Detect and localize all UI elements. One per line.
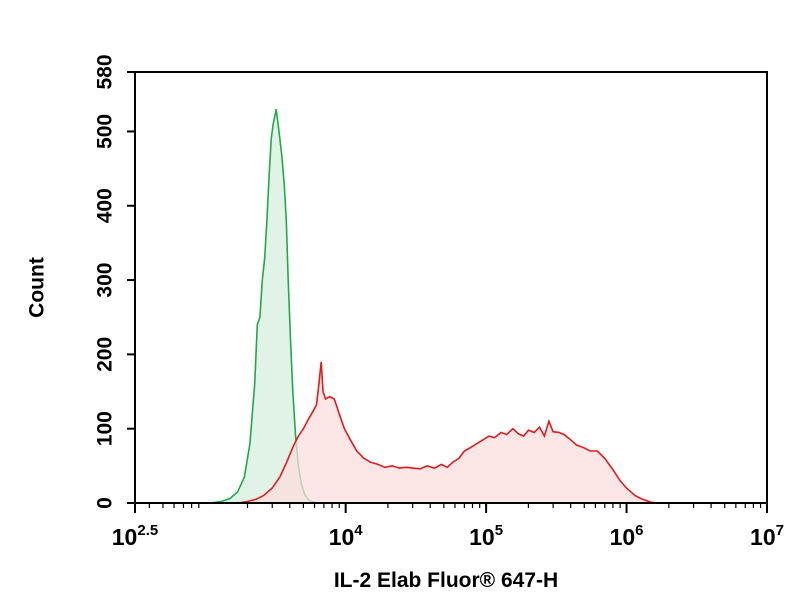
- y-tick-label: 100: [94, 411, 117, 446]
- x-tick-label: 104: [329, 522, 364, 550]
- y-tick-label: 300: [94, 263, 117, 298]
- y-tick-label: 500: [94, 114, 117, 149]
- x-tick-label: 102.5: [112, 522, 158, 550]
- series-control-area: [209, 109, 319, 503]
- y-axis: 0 100 200 300 400 500 580: [94, 54, 135, 509]
- plot-frame: [134, 71, 768, 504]
- y-tick-label: 200: [94, 337, 117, 372]
- y-tick-label: 400: [94, 188, 117, 223]
- x-tick-label: 106: [610, 522, 644, 550]
- series-sample-area: [237, 361, 659, 503]
- x-tick-label: 107: [750, 522, 784, 550]
- x-axis-label: IL-2 Elab Fluor® 647-H: [334, 569, 558, 592]
- x-tick-label: 105: [469, 522, 503, 550]
- series-sample-line: [237, 361, 659, 504]
- y-axis-label: Count: [26, 257, 49, 318]
- y-tick-label: 0: [94, 497, 117, 509]
- series-layer: [209, 109, 659, 504]
- y-tick-label: 580: [94, 54, 117, 89]
- x-axis: 102.5 104 105 106 107: [112, 503, 784, 550]
